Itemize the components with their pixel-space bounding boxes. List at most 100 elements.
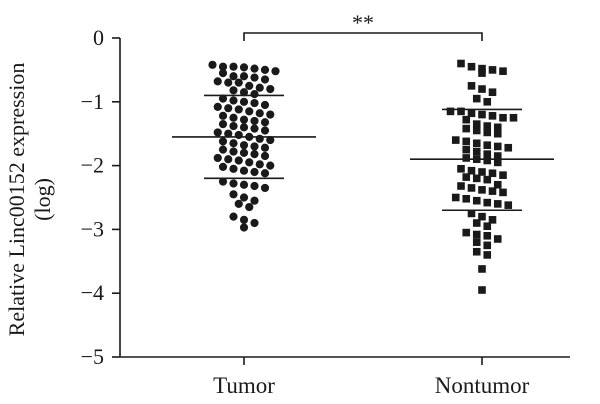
nontumor-point (457, 59, 465, 68)
tumor-point (218, 62, 228, 71)
tumor-point (239, 141, 249, 150)
y-tick-label: −5 (81, 344, 104, 369)
nontumor-point (462, 194, 471, 203)
nontumor-point (472, 238, 481, 246)
x-ticks: Tumor Nontumor (213, 357, 530, 398)
tumor-point (213, 77, 222, 86)
nontumor-point (488, 112, 497, 120)
data-points (208, 59, 518, 294)
x-axis: Tumor Nontumor (120, 356, 570, 398)
nontumor-point (462, 137, 471, 146)
tumor-point (229, 72, 238, 81)
tumor-point (218, 94, 228, 103)
tumor-point (255, 134, 264, 143)
y-axis-title: Relative Linc00152 expression (log) (4, 63, 55, 337)
tumor-point (239, 148, 249, 157)
tumor-point (218, 145, 228, 154)
nontumor-point (462, 173, 471, 181)
nontumor-point (478, 85, 486, 93)
nontumor-point (478, 186, 486, 194)
tumor-point (213, 102, 222, 112)
tumor-point (266, 110, 275, 119)
tumor-point (260, 75, 270, 84)
tumor-point (229, 139, 238, 148)
tumor-point (260, 143, 270, 152)
nontumor-point (472, 94, 481, 103)
nontumor-point (483, 198, 492, 207)
tumor-point (234, 156, 243, 165)
y-ticks: 0 −1 −2 −3 −4 −5 (81, 25, 120, 369)
nontumor-point (462, 228, 471, 237)
tumor-point (213, 128, 222, 137)
nontumor-point (472, 230, 481, 239)
tumor-point (239, 123, 249, 132)
nontumor-point (483, 175, 492, 184)
nontumor-point (472, 126, 481, 135)
nontumor-point (504, 201, 513, 209)
tumor-point (250, 196, 259, 205)
nontumor-point (457, 182, 465, 190)
tumor-point (218, 137, 228, 146)
tumor-point (239, 115, 249, 124)
y-axis: 0 −1 −2 −3 −4 −5 (81, 25, 121, 369)
nontumor-point (504, 143, 513, 152)
nontumor-point (478, 64, 486, 73)
nontumor-point (478, 286, 486, 294)
nontumor-point (467, 184, 476, 192)
significance-bracket-line (243, 32, 483, 41)
nontumor-point (488, 169, 497, 178)
tumor-point (239, 97, 249, 106)
tumor-point (260, 151, 270, 161)
tumor-point (229, 147, 238, 156)
nontumor-point (499, 188, 507, 197)
tumor-point (234, 130, 243, 140)
nontumor-point (467, 62, 476, 71)
nontumor-point (478, 110, 486, 119)
tumor-point (218, 177, 228, 186)
tumor-point (255, 109, 264, 118)
nontumor-point (472, 174, 481, 183)
nontumor-point (493, 129, 502, 138)
significance-bracket: ** (243, 10, 483, 41)
nontumor-point (483, 141, 492, 149)
tumor-point (234, 78, 243, 87)
tumor-point (271, 67, 280, 76)
tumor-point (250, 90, 259, 99)
y-tick-label: 0 (93, 25, 104, 50)
nontumor-point (478, 265, 486, 273)
tumor-point (218, 68, 228, 78)
summary-lines (172, 94, 554, 212)
nontumor-point (472, 139, 481, 148)
tumor-point (224, 155, 233, 164)
tumor-point (260, 118, 270, 127)
significance-label: ** (352, 10, 374, 35)
tumor-point (234, 105, 243, 114)
tumor-point (239, 166, 249, 175)
nontumor-point (483, 98, 492, 106)
tumor-point (229, 121, 238, 131)
nontumor-point (483, 251, 492, 259)
tumor-point (266, 84, 275, 94)
nontumor-point (467, 109, 476, 118)
nontumor-point (488, 66, 497, 74)
tumor-point (208, 60, 217, 69)
tumor-point (218, 162, 228, 171)
tumor-point (224, 78, 233, 87)
nontumor-point (493, 180, 502, 189)
nontumor-point (478, 69, 486, 77)
tumor-point (255, 160, 264, 169)
y-tick-label: −4 (81, 280, 104, 305)
nontumor-point (499, 67, 507, 75)
tumor-point (239, 88, 249, 97)
tumor-point (255, 83, 264, 92)
nontumor-point (488, 88, 497, 97)
nontumor-point (462, 115, 471, 124)
tumor-point (224, 129, 233, 138)
tumor-point (229, 190, 238, 199)
nontumor-point (493, 152, 502, 160)
y-tick-label: −1 (81, 89, 104, 114)
nontumor-point (493, 235, 502, 243)
nontumor-point (493, 142, 502, 151)
nontumor-point (499, 171, 507, 179)
